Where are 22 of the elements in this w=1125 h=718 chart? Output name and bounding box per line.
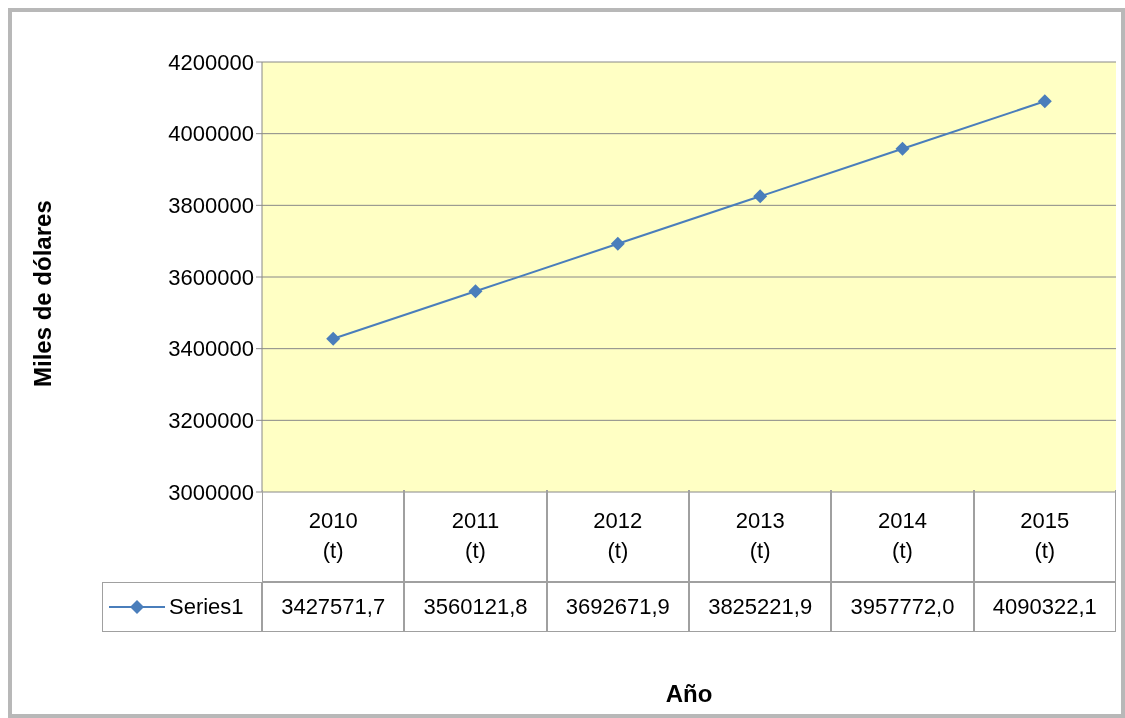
x-tick-label: 2015 (t) [1020, 506, 1070, 565]
data-label: 3427571,7 [262, 582, 405, 632]
y-tick-label: 3600000 [168, 264, 254, 290]
y-tick-label: 3400000 [168, 336, 254, 362]
x-tick-label: 2011 (t) [451, 506, 500, 565]
x-tick-label: 2010 (t) [308, 506, 358, 565]
y-axis-title: Miles de dólares [28, 200, 56, 387]
data-label: 3692671,9 [546, 582, 689, 632]
y-tick-label: 4200000 [168, 49, 254, 75]
data-label: 4090322,1 [973, 582, 1116, 632]
y-tick-label: 3000000 [168, 479, 254, 505]
data-label: 3560121,8 [404, 582, 547, 632]
data-label: 3825221,9 [688, 582, 832, 632]
x-tick-label: 2014 (t) [878, 506, 927, 565]
y-tick-label: 3200000 [168, 408, 254, 434]
y-tick-label: 4000000 [168, 121, 254, 147]
y-tick-label: 3800000 [168, 193, 254, 219]
x-tick-label: 2013 (t) [735, 506, 785, 565]
data-label: 3957772,0 [831, 582, 974, 632]
x-axis-title: Año [664, 680, 714, 708]
x-tick-label: 2012 (t) [593, 506, 643, 565]
legend-label: Series1 [169, 594, 244, 620]
